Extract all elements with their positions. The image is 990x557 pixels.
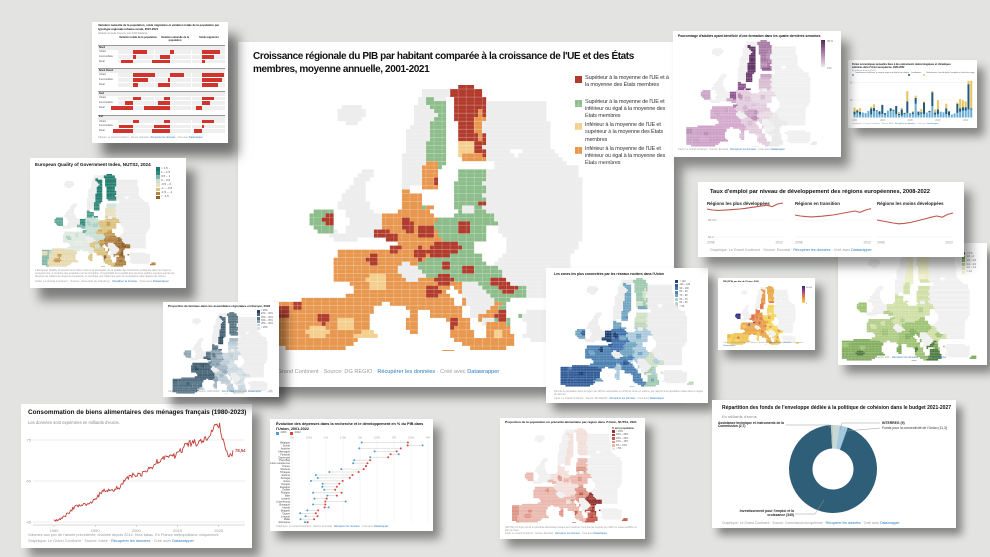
svg-text:0: 0 — [806, 303, 808, 305]
svg-text:2,5%: 2,5% — [374, 436, 381, 440]
svg-text:Slovénie: Slovénie — [280, 468, 290, 471]
svg-text:1990: 1990 — [91, 528, 101, 533]
svg-text:2%: 2% — [358, 436, 362, 440]
svg-text:Espagne: Espagne — [280, 486, 290, 489]
svg-text:1,5%: 1,5% — [340, 436, 347, 440]
svg-text:45: 45 — [27, 520, 32, 525]
svg-text:35 %: 35 % — [827, 39, 834, 43]
svg-text:Allemagne: Allemagne — [278, 450, 290, 453]
svg-text:2020: 2020 — [214, 528, 224, 533]
svg-text:Roumanie: Roumanie — [279, 521, 291, 524]
svg-text:2010: 2010 — [935, 120, 941, 122]
svg-text:Chypre: Chypre — [282, 512, 291, 515]
svg-text:0%: 0% — [290, 436, 294, 440]
svg-text:Pays-Bas: Pays-Bas — [279, 459, 290, 462]
svg-text:1980: 1980 — [50, 528, 60, 533]
svg-text:Portugal: Portugal — [281, 477, 291, 480]
svg-text:1980: 1980 — [852, 120, 858, 122]
svg-text:3%: 3% — [392, 436, 396, 440]
svg-text:Suède: Suède — [283, 444, 291, 447]
svg-text:1990: 1990 — [880, 120, 886, 122]
svg-text:2022: 2022 — [945, 241, 953, 245]
svg-text:78,54: 78,54 — [235, 448, 246, 453]
svg-text:30: 30 — [850, 82, 853, 85]
svg-text:Irlande: Irlande — [282, 506, 290, 509]
svg-text:Hongrie: Hongrie — [281, 483, 290, 486]
svg-text:2022: 2022 — [775, 241, 783, 245]
svg-text:Bulgarie: Bulgarie — [281, 509, 291, 512]
svg-text:2022: 2022 — [863, 241, 871, 245]
svg-text:Italie: Italie — [285, 495, 291, 498]
svg-text:68,2%: 68,2% — [708, 218, 717, 222]
svg-text:Luxembourg: Luxembourg — [276, 501, 291, 504]
svg-text:Pologne: Pologne — [281, 492, 291, 495]
svg-text:Autriche: Autriche — [281, 447, 291, 450]
svg-text:2020: 2020 — [963, 120, 969, 122]
svg-text:0,5%: 0,5% — [306, 436, 313, 440]
svg-text:2008: 2008 — [795, 241, 803, 245]
svg-text:France: France — [282, 465, 290, 468]
svg-text:Tchéquie: Tchéquie — [280, 471, 291, 474]
svg-text:Finlande: Finlande — [280, 453, 290, 456]
svg-text:1%: 1% — [324, 436, 328, 440]
svg-text:Grèce: Grèce — [283, 480, 290, 483]
svg-text:2010: 2010 — [173, 528, 183, 533]
svg-text:Lituanie: Lituanie — [281, 498, 290, 501]
svg-text:Malte: Malte — [284, 518, 291, 521]
svg-text:2008: 2008 — [707, 241, 715, 245]
svg-text:Slovaquie: Slovaquie — [279, 504, 291, 507]
svg-text:3,5%: 3,5% — [408, 436, 415, 440]
svg-text:64,2: 64,2 — [708, 235, 714, 239]
svg-text:Lettonie: Lettonie — [281, 515, 291, 518]
svg-text:60: 60 — [27, 479, 32, 484]
svg-text:Estonie: Estonie — [282, 474, 291, 477]
svg-text:2008: 2008 — [877, 241, 885, 245]
svg-text:Belgique: Belgique — [280, 442, 290, 445]
svg-text:15: 15 — [850, 99, 853, 102]
svg-text:Danemark: Danemark — [278, 456, 290, 459]
svg-text:Union européenne: Union européenne — [270, 462, 291, 465]
svg-text:2000: 2000 — [132, 528, 142, 533]
svg-text:75: 75 — [27, 438, 32, 443]
svg-text:60 000: 60 000 — [806, 287, 813, 289]
svg-text:4%: 4% — [426, 436, 430, 440]
svg-text:2000: 2000 — [908, 120, 914, 122]
svg-text:0 %: 0 % — [827, 66, 832, 70]
svg-text:Croatie: Croatie — [282, 489, 291, 492]
